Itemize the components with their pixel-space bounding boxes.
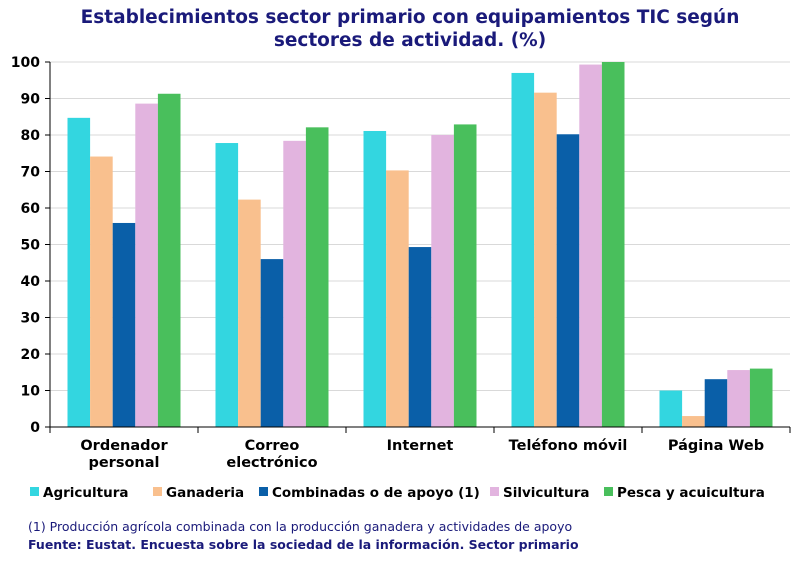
x-category-label: Ordenador personal <box>80 438 168 471</box>
footnote: (1) Producción agrícola combinada con la… <box>28 519 573 534</box>
legend-label: Silvicultura <box>503 485 589 501</box>
y-tick-label: 70 <box>21 165 41 181</box>
y-tick-label: 60 <box>21 201 41 217</box>
legend: Agricultura Ganaderia Combinadas o de apoy… <box>30 485 765 501</box>
legend-swatch <box>490 487 499 496</box>
bar <box>386 170 409 427</box>
bar <box>67 117 91 427</box>
bar <box>157 93 181 427</box>
x-axis-categories: Ordenador personal Correo electrónico Intern… <box>80 438 764 471</box>
source-note: Fuente: Eustat. Encuesta sobre la socied… <box>28 537 579 552</box>
x-category-label: Internet <box>387 438 454 454</box>
bar <box>283 140 306 427</box>
legend-swatch <box>30 487 39 496</box>
bar <box>749 368 773 427</box>
bar <box>579 64 602 428</box>
legend-swatch <box>259 487 268 496</box>
legend-label: Combinadas o de apoyo (1) <box>272 485 480 501</box>
bar <box>112 222 136 427</box>
bar <box>260 259 284 427</box>
y-axis-ticks: 0 10 20 30 40 50 60 70 80 90 100 <box>11 55 50 436</box>
bar <box>704 379 728 427</box>
x-category-label: Correo electrónico <box>226 438 317 471</box>
bar-chart: 0 10 20 30 40 50 60 70 80 90 100 Ordenador personal… <box>11 55 791 501</box>
bar <box>305 127 329 428</box>
y-tick-label: 30 <box>21 311 41 327</box>
x-category-label: Teléfono móvil <box>509 438 628 454</box>
y-tick-label: 0 <box>30 420 40 436</box>
bar <box>556 134 580 427</box>
bar <box>511 72 535 427</box>
bar <box>659 390 683 427</box>
legend-swatch <box>153 487 162 496</box>
chart-title: Establecimientos sector primario con equ… <box>80 7 740 51</box>
legend-label: Agricultura <box>43 485 128 501</box>
bar <box>601 62 625 427</box>
legend-swatch <box>604 487 613 496</box>
x-category-label: Página Web <box>668 438 764 454</box>
bar <box>682 416 705 427</box>
y-tick-label: 90 <box>21 92 41 108</box>
y-tick-label: 20 <box>21 347 41 363</box>
bars <box>67 62 773 428</box>
bar <box>363 130 387 428</box>
bar <box>408 247 432 427</box>
bar <box>215 143 239 427</box>
bar <box>431 135 454 427</box>
bar <box>238 199 261 427</box>
axes <box>49 62 791 433</box>
y-tick-label: 80 <box>21 128 41 144</box>
bar <box>534 92 557 427</box>
y-tick-label: 10 <box>21 384 41 400</box>
bar <box>727 370 750 427</box>
legend-label: Ganaderia <box>166 485 244 501</box>
y-tick-label: 40 <box>21 274 41 290</box>
y-tick-label: 100 <box>11 55 40 71</box>
bar <box>90 156 113 427</box>
legend-label: Pesca y acuicultura <box>617 485 765 501</box>
y-tick-label: 50 <box>21 238 41 254</box>
bar <box>453 124 477 427</box>
bar <box>135 103 158 428</box>
